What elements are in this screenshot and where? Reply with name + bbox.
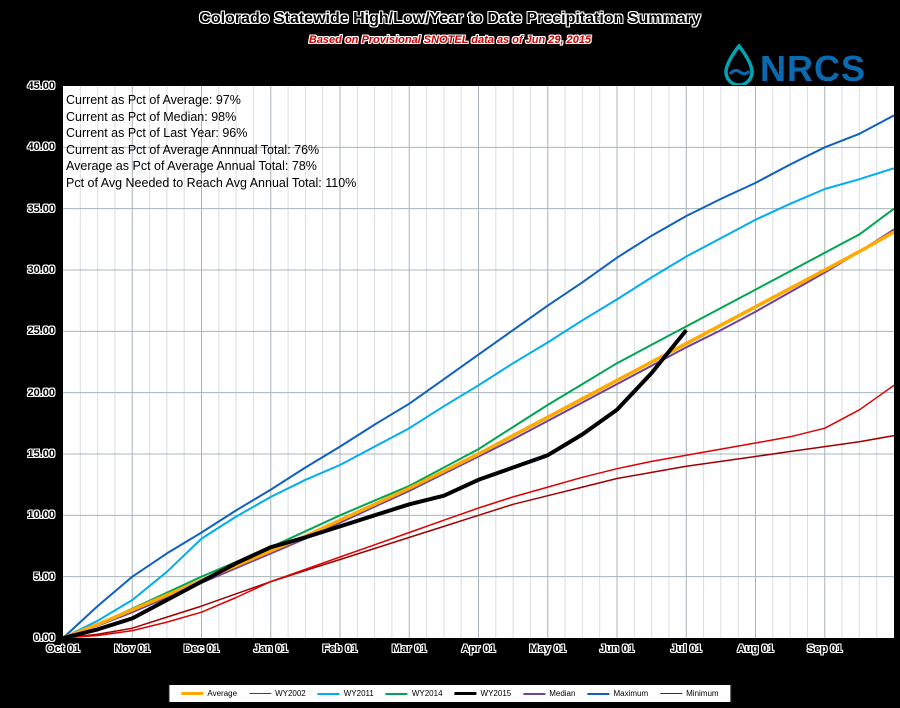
legend-item-maximum: Maximum [587, 689, 648, 698]
legend-item-average: Average [181, 689, 237, 698]
y-tick-label: 0.00 [33, 632, 55, 644]
plot-canvas [63, 86, 894, 638]
x-tick-label: Jan 01 [253, 643, 288, 655]
legend-item-minimum: Minimum [660, 689, 719, 698]
x-tick-label: Feb 01 [322, 643, 358, 655]
x-tick-label: May 01 [529, 643, 567, 655]
legend-label: WY2011 [343, 689, 374, 698]
x-tick-label: Mar 01 [391, 643, 427, 655]
legend-swatch [523, 692, 546, 695]
annotations-block: Current as Pct of Average: 97% Current a… [66, 92, 356, 191]
chart-subtitle: Based on Provisional SNOTEL data as of J… [308, 34, 592, 46]
series-line-minimum [63, 434, 894, 638]
y-tick-label: 30.00 [27, 264, 55, 276]
x-tick-label: Jul 01 [670, 643, 702, 655]
series-line-wy2014 [63, 207, 894, 638]
legend-swatch [181, 692, 204, 695]
annotation-line: Current as Pct of Median: 98% [66, 109, 237, 124]
legend-label: Median [549, 689, 576, 698]
y-tick-label: 35.00 [27, 202, 55, 215]
x-tick-label: Sep 01 [807, 643, 843, 655]
annotation-line: Average as Pct of Average Annual Total: … [66, 159, 317, 173]
legend-item-wy2015: WY2015 [454, 689, 512, 698]
series-line-wy2015 [63, 328, 688, 638]
legend-item-median: Median [523, 689, 575, 698]
legend-swatch [385, 692, 408, 695]
series-line-maximum [63, 114, 894, 638]
y-tick-label: 25.00 [27, 325, 55, 338]
legend-label: WY2014 [411, 689, 443, 698]
y-tick-label: 40.00 [27, 141, 55, 154]
y-tick-label: 15.00 [27, 448, 55, 460]
legend-label: Average [207, 689, 238, 698]
y-tick-label: 5.00 [33, 570, 55, 583]
legend-label: Minimum [686, 689, 719, 698]
legend-item-wy2002: WY2002 [249, 689, 306, 698]
legend-swatch [317, 692, 340, 695]
legend-swatch [454, 692, 477, 695]
chart-legend: Average WY2002 WY2011 WY2014 WY2015 Median Max… [168, 684, 732, 703]
x-tick-label: Apr 01 [461, 643, 496, 655]
annotation-line: Pct of Avg Needed to Reach Avg Annual To… [66, 175, 357, 190]
x-tick-label: Nov 01 [114, 643, 151, 655]
legend-item-wy2014: WY2014 [385, 689, 443, 698]
series-line-wy2002 [63, 384, 894, 638]
x-tick-label: Jun 01 [599, 643, 635, 655]
y-tick-label: 20.00 [27, 386, 55, 399]
x-tick-label: Aug 01 [737, 643, 774, 655]
series-line-wy2011 [63, 167, 894, 638]
legend-swatch [660, 692, 683, 695]
y-tick-label: 10.00 [27, 509, 55, 522]
legend-swatch [249, 692, 272, 695]
legend-item-wy2011: WY2011 [317, 689, 374, 698]
plot-area [62, 85, 895, 639]
legend-label: WY2002 [275, 689, 306, 698]
x-tick-label: Oct 01 [46, 643, 80, 655]
legend-label: Maximum [613, 689, 649, 698]
annotation-line: Current as Pct of Last Year: 96% [66, 126, 248, 140]
x-axis-tick-labels: Oct 01 Nov 01 Dec 01 Jan 01 Feb 01 Mar 01 Apr … [46, 643, 894, 659]
chart-title: Colorado Statewide High/Low/Year to Date… [199, 10, 701, 27]
annotation-line: Current as Pct of Average: 97% [66, 93, 241, 107]
x-tick-label: Dec 01 [183, 643, 220, 655]
y-tick-label: 45.00 [27, 80, 55, 92]
legend-swatch [587, 692, 610, 695]
annotation-line: Current as Pct of Average Annnual Total:… [66, 142, 320, 157]
y-axis-tick-labels: 0.00 5.00 10.00 15.00 20.00 25.00 30.00 35.00 40… [0, 80, 58, 644]
nrcs-acronym: NRCS [760, 47, 867, 89]
legend-label: WY2015 [480, 689, 512, 698]
